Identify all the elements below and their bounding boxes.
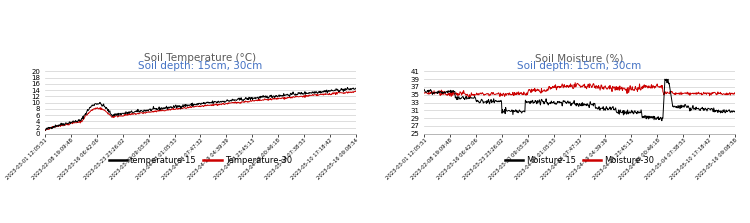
Legend: Moisture-15, Moisture-30: Moisture-15, Moisture-30 — [501, 153, 658, 168]
Legend: temperature-15, Temperature-30: temperature-15, Temperature-30 — [105, 153, 296, 168]
Text: Soil depth: 15cm, 30cm: Soil depth: 15cm, 30cm — [138, 61, 262, 71]
Text: Soil Temperature (°C): Soil Temperature (°C) — [144, 53, 256, 63]
Text: Soil Moisture (%): Soil Moisture (%) — [536, 53, 624, 63]
Text: Soil depth: 15cm, 30cm: Soil depth: 15cm, 30cm — [518, 61, 642, 71]
